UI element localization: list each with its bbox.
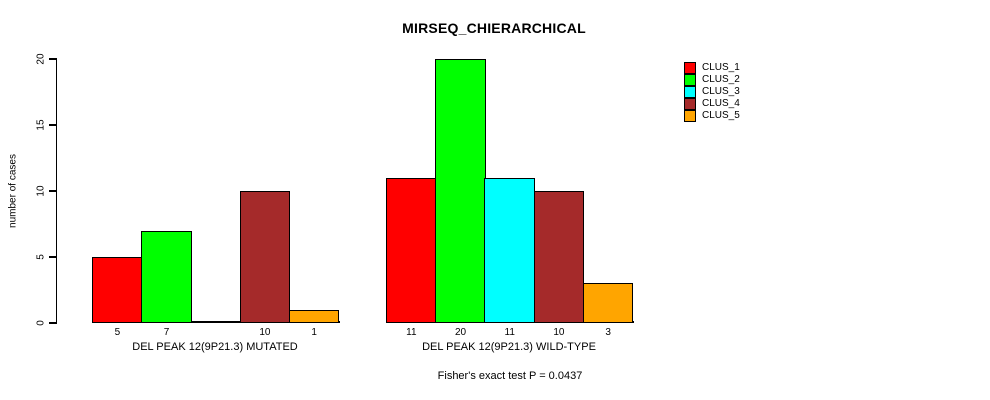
y-tick-label: 20 xyxy=(35,53,47,65)
legend-item-clus-5: CLUS_5 xyxy=(684,110,740,122)
legend: CLUS_1 CLUS_2 CLUS_3 CLUS_4 CLUS_5 xyxy=(684,62,740,122)
bar-value-label: 5 xyxy=(114,327,121,338)
bar-clus-4-wild-type xyxy=(533,191,585,323)
x-category-label-wild-type: DEL PEAK 12(9P21.3) WILD-TYPE xyxy=(422,341,596,353)
y-tick-label: 10 xyxy=(35,185,47,197)
fisher-test-annotation: Fisher's exact test P = 0.0437 xyxy=(437,370,583,382)
legend-item-clus-3: CLUS_3 xyxy=(684,86,740,98)
bar-clus-5-wild-type xyxy=(582,283,634,323)
bar-value-label: 7 xyxy=(163,327,170,338)
legend-item-clus-4: CLUS_4 xyxy=(684,98,740,110)
legend-label: CLUS_1 xyxy=(702,62,740,73)
legend-color-swatch-clus-1 xyxy=(684,62,696,74)
y-tick-label: 5 xyxy=(35,254,47,260)
legend-label: CLUS_4 xyxy=(702,98,740,109)
bar-value-label: 1 xyxy=(311,327,317,338)
legend-color-swatch-clus-5 xyxy=(684,110,696,122)
bar-clus-5-mutated xyxy=(288,309,340,323)
bar-value-label: 10 xyxy=(259,327,271,338)
legend-color-swatch-clus-4 xyxy=(684,98,696,110)
y-axis-line xyxy=(55,58,58,324)
bar-clus-2-mutated xyxy=(141,230,192,323)
y-tick xyxy=(49,256,56,258)
y-tick xyxy=(49,190,56,192)
legend-label: CLUS_3 xyxy=(702,86,740,97)
bar-value-label: 3 xyxy=(605,327,611,338)
x-category-label-mutated: DEL PEAK 12(9P21.3) MUTATED xyxy=(132,341,298,353)
y-axis-title: number of cases xyxy=(7,154,19,228)
y-tick xyxy=(49,322,56,324)
bar-value-label: 11 xyxy=(406,327,417,338)
bar-clus-1-mutated xyxy=(92,257,143,323)
bar-clus-2-wild-type xyxy=(435,59,486,323)
y-tick xyxy=(49,124,56,126)
bar-clus-1-wild-type xyxy=(386,177,437,323)
legend-item-clus-2: CLUS_2 xyxy=(684,74,740,86)
x-baseline xyxy=(92,321,340,323)
bar-value-label: 11 xyxy=(504,327,515,338)
legend-color-swatch-clus-3 xyxy=(684,86,696,98)
chart-title: MIRSEQ_CHIERARCHICAL xyxy=(402,20,586,36)
bar-value-label: 20 xyxy=(454,327,467,338)
y-tick-label: 15 xyxy=(35,119,47,131)
legend-color-swatch-clus-2 xyxy=(684,74,696,86)
y-tick xyxy=(49,58,56,60)
bar-value-label: 10 xyxy=(553,327,565,338)
bar-clus-4-mutated xyxy=(239,191,291,323)
legend-label: CLUS_5 xyxy=(702,110,740,121)
legend-item-clus-1: CLUS_1 xyxy=(684,62,740,74)
y-tick-label: 0 xyxy=(35,320,47,326)
legend-label: CLUS_2 xyxy=(702,74,740,85)
bar-clus-3-wild-type xyxy=(484,177,536,323)
